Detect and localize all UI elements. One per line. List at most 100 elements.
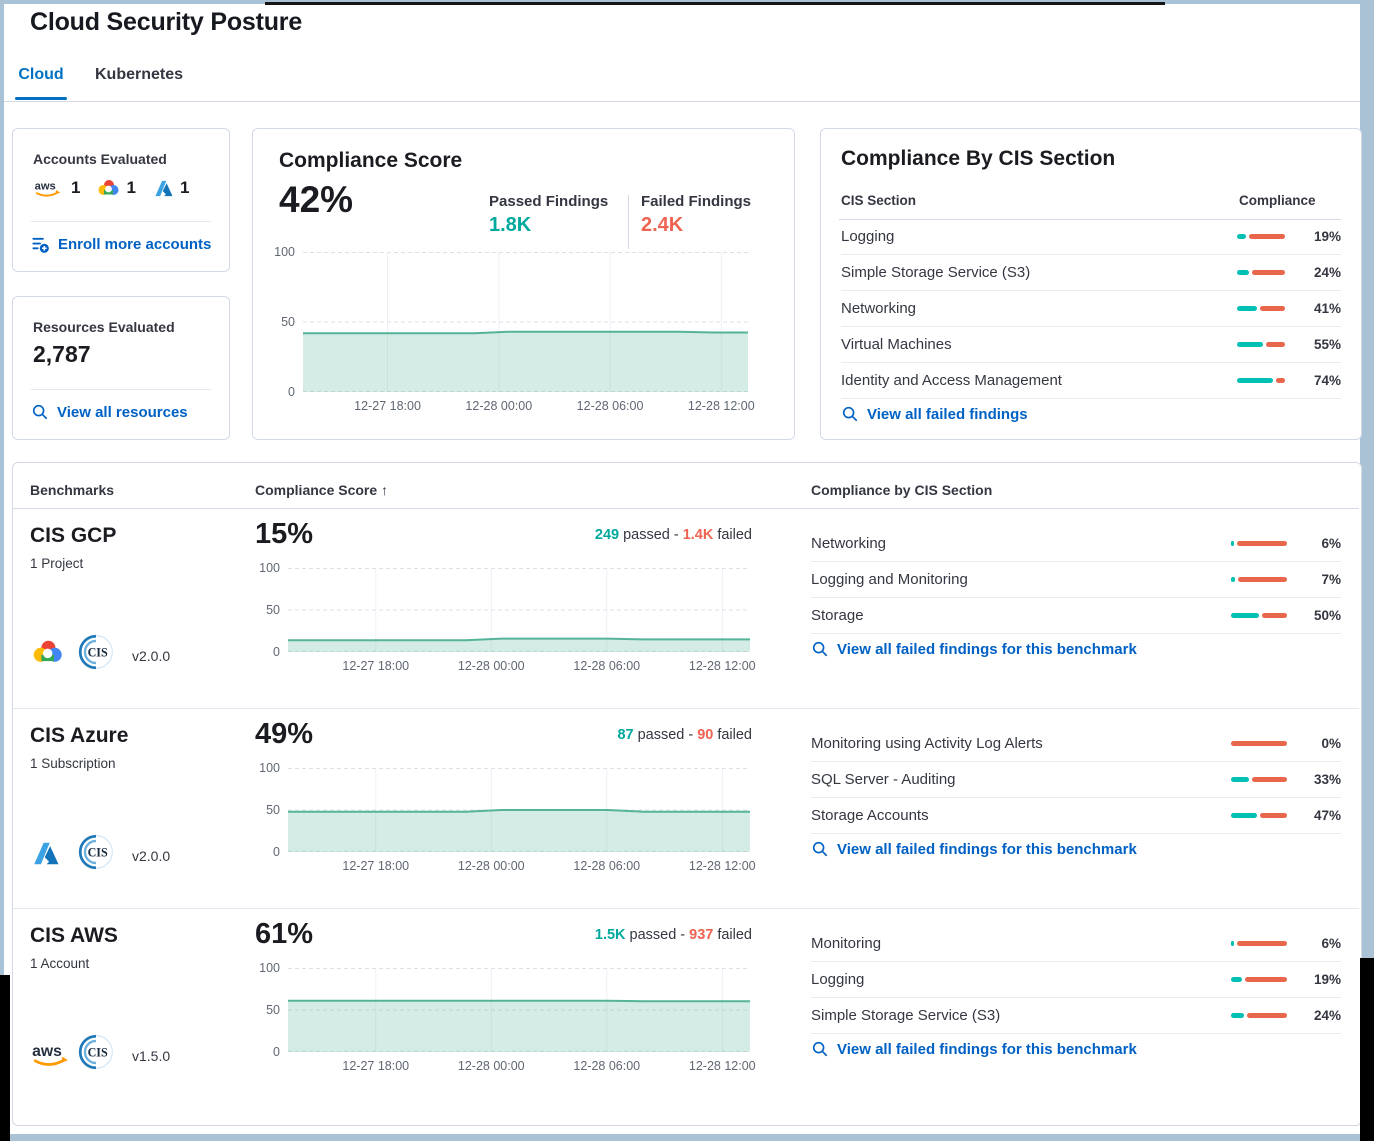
benchmark-cis-sections: Networking 6% Logging and Monitoring 7% … [811, 526, 1341, 634]
benchmark-score: 49% [255, 718, 314, 750]
azure-logo-icon [152, 179, 174, 198]
benchmark-version: v2.0.0 [132, 648, 171, 664]
passed-count: 1.5K [594, 927, 626, 943]
cis-section-label: SQL Server - Auditing [811, 771, 956, 788]
accounts-evaluated-title: Accounts Evaluated [33, 151, 167, 167]
compliance-bar [1231, 941, 1287, 946]
chart-y-axis: 100 50 0 [259, 761, 280, 859]
view-all-resources-link[interactable]: View all resources [31, 403, 188, 421]
benchmark-score: 61% [255, 918, 314, 950]
benchmark-trend-chart: 100 50 0 12-27 18:00 12-28 00:00 12-28 06:00… [240, 561, 755, 676]
failed-count: 90 [697, 727, 714, 743]
compliance-percent: 7% [1321, 572, 1341, 587]
cis-section-row: Logging and Monitoring 7% [811, 562, 1341, 598]
benchmark-cis-sections: Monitoring using Activity Log Alerts 0% … [811, 726, 1341, 834]
passed-failed-summary: 1.5K passed - 937 failed [594, 927, 752, 943]
compliance-percent: 74% [1313, 373, 1341, 388]
compliance-percent: 6% [1321, 936, 1341, 951]
compliance-bar [1237, 234, 1285, 239]
aws-logo-icon: aws [30, 1040, 72, 1068]
row-divider [13, 708, 1359, 709]
compliance-percent: 55% [1313, 337, 1341, 352]
tab-kubernetes[interactable]: Kubernetes [95, 66, 184, 83]
compliance-score-chart: 100 50 0 12-27 18:00 12-28 00:00 12-28 06:00… [255, 245, 755, 416]
svg-text:aws: aws [35, 181, 56, 193]
cis-section-row: Monitoring 6% [811, 926, 1341, 962]
compliance-bar [1237, 306, 1285, 311]
col-compliance-score-sort[interactable]: Compliance Score ↑ [255, 482, 389, 498]
cis-section-row: Networking 41% [841, 291, 1341, 327]
compliance-bar [1231, 577, 1287, 582]
compliance-percent: 24% [1313, 1008, 1341, 1023]
compliance-percent: 41% [1313, 301, 1341, 316]
cis-section-label: Networking [811, 535, 887, 552]
col-benchmarks: Benchmarks [30, 482, 115, 498]
resources-evaluated-title: Resources Evaluated [33, 319, 175, 335]
accounts-provider-counts: aws 1 1 1 [33, 177, 190, 199]
failed-count: 1.4K [682, 527, 714, 543]
compliance-score-card: Compliance Score 42% Passed Findings 1.8… [252, 128, 795, 440]
cis-section-label: Simple Storage Service (S3) [811, 1007, 1001, 1024]
cis-section-label: Networking [841, 300, 917, 317]
compliance-bar [1231, 741, 1287, 746]
benchmark-name: CIS GCP [30, 524, 117, 547]
screen-artifact [0, 975, 10, 1141]
benchmark-scope: 1 Subscription [30, 756, 116, 771]
chart-y-axis: 100 50 0 [259, 561, 280, 659]
azure-logo-icon [30, 840, 60, 867]
page-title: Cloud Security Posture [30, 8, 303, 36]
enroll-accounts-icon [31, 235, 50, 254]
benchmark-trend-chart: 100 50 0 12-27 18:00 12-28 00:00 12-28 06:00… [240, 961, 756, 1076]
cis-section-label: Virtual Machines [841, 336, 952, 353]
view-failed-findings-benchmark-link[interactable]: View all failed findings for this benchm… [811, 1040, 1137, 1058]
search-icon [811, 640, 829, 658]
compliance-bar [1231, 1013, 1287, 1018]
benchmark-trend-plot [288, 968, 750, 1052]
row-divider [13, 908, 1359, 909]
compliance-percent: 50% [1313, 608, 1341, 623]
col-cis-section: CIS Section [841, 193, 917, 208]
cis-section-row: Simple Storage Service (S3) 24% [841, 255, 1341, 291]
passed-findings-stat: Passed Findings 1.8K [489, 193, 609, 236]
view-all-failed-findings-link[interactable]: View all failed findings [841, 405, 1028, 423]
sort-ascending-icon: ↑ [381, 482, 389, 498]
compliance-score-title: Compliance Score [279, 149, 463, 172]
chart-y-axis: 100 50 0 [259, 961, 280, 1059]
benchmark-score: 15% [255, 518, 314, 550]
table-header-divider [13, 508, 1359, 509]
compliance-bar [1231, 613, 1287, 618]
benchmark-scope: 1 Account [30, 956, 90, 971]
passed-failed-summary: 249 passed - 1.4K failed [594, 527, 752, 543]
cis-section-row: Storage Accounts 47% [811, 798, 1341, 834]
view-failed-findings-benchmark-link[interactable]: View all failed findings for this benchm… [811, 640, 1137, 658]
cis-logo-icon: CIS [76, 632, 116, 672]
enroll-more-accounts-link[interactable]: Enroll more accounts [31, 235, 211, 254]
compliance-bar [1237, 270, 1285, 275]
table-header-divider [839, 219, 1341, 220]
resources-evaluated-card: Resources Evaluated 2,787 View all resou… [12, 296, 230, 440]
search-icon [841, 405, 859, 423]
passed-count: 87 [617, 727, 634, 743]
cis-logo-icon: CIS [76, 832, 116, 872]
chart-x-axis: 12-27 18:00 12-28 00:00 12-28 06:00 12-28 1… [342, 1059, 756, 1073]
compliance-by-cis-section-card: Compliance By CIS Section CIS Section Co… [820, 128, 1362, 440]
cis-section-label: Logging and Monitoring [811, 571, 968, 588]
compliance-percent: 24% [1313, 265, 1341, 280]
benchmark-name: CIS AWS [30, 924, 118, 947]
search-icon [811, 840, 829, 858]
compliance-score-value: 42% [279, 179, 354, 220]
compliance-bar [1231, 541, 1287, 546]
cis-section-label: Monitoring [811, 935, 882, 952]
compliance-percent: 6% [1321, 536, 1341, 551]
card-divider [31, 221, 211, 222]
passed-count: 249 [594, 527, 620, 543]
gcp-logo-icon [96, 178, 120, 198]
failed-findings-value: 2.4K [641, 214, 684, 236]
cis-section-label: Logging [811, 971, 865, 988]
benchmark-version: v2.0.0 [132, 848, 171, 864]
screen-artifact [265, 2, 1165, 5]
tab-cloud[interactable]: Cloud [18, 66, 64, 83]
view-failed-findings-benchmark-link[interactable]: View all failed findings for this benchm… [811, 840, 1137, 858]
tabs-divider [4, 101, 1360, 102]
chart-x-axis: 12-27 18:00 12-28 00:00 12-28 06:00 12-28 1… [342, 859, 756, 873]
